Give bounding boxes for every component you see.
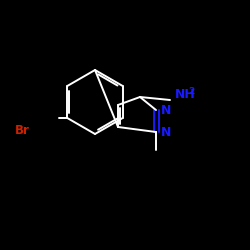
Text: 2: 2 [188, 88, 194, 96]
Text: Br: Br [14, 124, 30, 136]
Text: N: N [161, 126, 172, 138]
Text: NH: NH [175, 88, 196, 102]
Text: N: N [161, 104, 172, 117]
